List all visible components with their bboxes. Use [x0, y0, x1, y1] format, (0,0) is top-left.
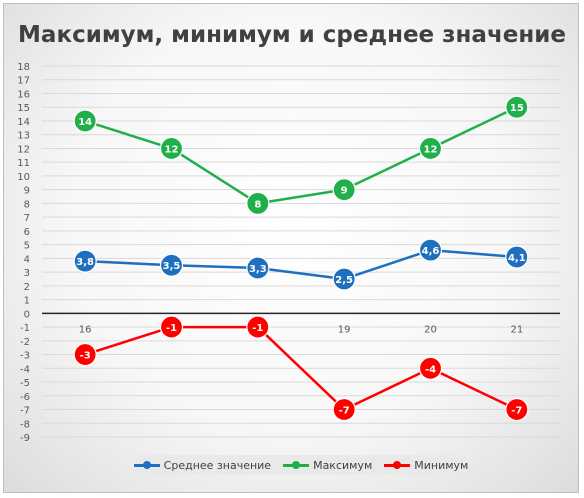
y-tick-label: 15	[17, 103, 30, 114]
data-label-average: 3,5	[163, 261, 181, 272]
y-tick-label: 13	[17, 131, 30, 142]
y-tick-label: 7	[24, 213, 30, 224]
y-tick-label: -8	[20, 419, 30, 430]
y-tick-label: 10	[17, 172, 30, 183]
data-label-average: 3,8	[76, 257, 94, 268]
data-point-maximum	[246, 191, 270, 216]
y-tick-label: 3	[24, 268, 30, 279]
y-tick-label: 16	[17, 89, 30, 100]
y-tick-label: -4	[20, 364, 30, 375]
data-point-minimum	[246, 315, 270, 339]
data-point-maximum	[418, 136, 443, 161]
data-point-maximum	[332, 178, 356, 202]
data-point-minimum	[73, 342, 97, 367]
data-label-average: 2,5	[335, 275, 353, 286]
series-line-maximum	[84, 106, 518, 205]
series-line-minimum	[84, 325, 518, 411]
chart-area	[3, 3, 579, 493]
legend-label-minimum: Минимум	[414, 458, 469, 472]
series-line-average	[85, 248, 517, 281]
data-point-minimum	[332, 397, 356, 422]
legend-marker-average	[133, 460, 160, 470]
data-point-maximum	[505, 95, 529, 119]
y-tick-label: 2	[24, 282, 30, 293]
y-tick-label: 9	[24, 186, 30, 197]
data-label-maximum: 15	[510, 103, 524, 114]
legend-item-average: Среднее значение	[133, 458, 272, 472]
legend-item-minimum: Минимум	[384, 459, 468, 472]
data-label-minimum: -1	[252, 323, 263, 334]
y-tick-label: 8	[24, 199, 30, 210]
x-tick-label: 20	[424, 324, 437, 335]
data-point-average	[159, 253, 184, 277]
y-tick-label: 1	[24, 296, 30, 307]
x-tick-label: 19	[338, 324, 351, 335]
data-point-minimum	[159, 315, 184, 339]
data-label-minimum: -7	[339, 406, 350, 417]
data-point-minimum	[418, 356, 443, 380]
y-tick-label: 11	[17, 158, 30, 169]
y-tick-label: -1	[20, 323, 30, 334]
data-point-average	[418, 238, 443, 262]
legend-item-maximum: Максимум	[283, 459, 372, 472]
data-point-average	[332, 267, 356, 291]
y-tick-label: 12	[17, 144, 30, 155]
y-tick-label: 14	[17, 117, 30, 128]
data-label-maximum: 14	[78, 117, 92, 128]
y-tick-label: 17	[17, 76, 30, 87]
y-tick-label: -2	[20, 337, 30, 348]
data-point-maximum	[73, 109, 97, 133]
legend: Среднее значение Максимум Минимум	[133, 455, 468, 475]
data-label-minimum: -7	[511, 406, 522, 417]
data-label-average: 4,1	[508, 253, 526, 264]
data-label-minimum: -1	[166, 323, 177, 334]
data-point-minimum	[505, 397, 529, 422]
x-tick-label: 21	[510, 324, 523, 335]
data-label-maximum: 12	[165, 144, 179, 155]
y-tick-label: -7	[20, 406, 30, 417]
data-point-maximum	[159, 136, 184, 161]
legend-marker-minimum	[384, 460, 411, 470]
data-point-average	[246, 256, 270, 280]
y-tick-label: -3	[20, 351, 30, 362]
y-tick-label: 5	[24, 241, 30, 252]
chart-title: Максимум, минимум и среднее значение	[18, 22, 566, 48]
y-tick-label: -6	[20, 392, 30, 403]
y-tick-label: 0	[24, 309, 30, 320]
legend-label-average: Среднее значение	[163, 458, 272, 472]
data-point-average	[73, 249, 97, 273]
y-tick-label: 4	[24, 254, 30, 265]
data-label-maximum: 12	[424, 144, 438, 155]
data-label-maximum: 8	[254, 199, 261, 210]
data-label-maximum: 9	[341, 186, 348, 197]
x-tick-label: 16	[79, 324, 92, 335]
legend-label-maximum: Максимум	[313, 458, 373, 472]
y-tick-label: 6	[24, 227, 30, 238]
data-label-average: 4,6	[422, 246, 440, 257]
y-tick-label: 18	[17, 62, 30, 73]
y-tick-label: -5	[20, 378, 30, 389]
data-label-minimum: -4	[425, 364, 436, 375]
data-label-minimum: -3	[80, 351, 91, 362]
data-label-average: 3,3	[249, 264, 267, 275]
legend-marker-maximum	[283, 460, 310, 470]
y-tick-label: -9	[20, 433, 30, 444]
data-point-average	[505, 245, 529, 269]
